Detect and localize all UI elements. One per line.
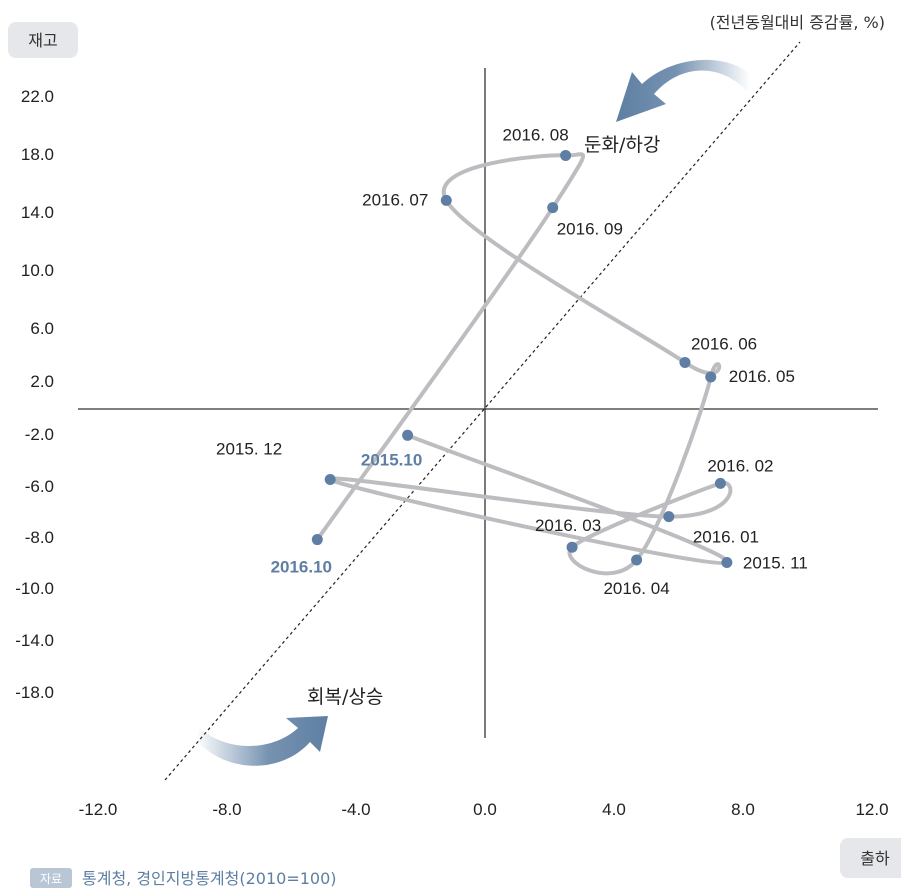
data-point-marker [324, 474, 336, 485]
y-axis-title-box: 재고 [8, 22, 78, 58]
x-tick-label: 4.0 [602, 800, 626, 819]
data-point-label: 2015. 12 [216, 440, 282, 459]
y-tick-label: 14.0 [21, 203, 54, 222]
x-tick-label: -12.0 [79, 800, 118, 819]
x-tick-label: -4.0 [341, 800, 370, 819]
data-point-marker [705, 371, 717, 383]
data-point-marker [714, 477, 726, 489]
source-text: 통계청, 경인지방통계청(2010=100) [82, 869, 337, 888]
data-point-marker [631, 554, 643, 566]
data-point-marker [721, 557, 733, 568]
y-tick-label: -6.0 [25, 477, 54, 496]
data-point-marker [402, 429, 414, 441]
trajectory-line [315, 152, 733, 576]
data-labels: 2015.10 2015. 11 2015. 12 2016. 01 2016. 02 2… [216, 125, 808, 598]
y-tick-label: -10.0 [15, 579, 54, 598]
y-tick-label: -8.0 [25, 528, 54, 547]
data-point-label: 2016. 01 [693, 528, 759, 547]
source: 자료 통계청, 경인지방통계청(2010=100) [30, 868, 337, 888]
y-tick-label: -2.0 [25, 425, 54, 444]
data-point-label: 2015.10 [361, 450, 422, 469]
lower-cycle-arrow-icon [196, 716, 328, 766]
y-tick-label: 6.0 [30, 319, 54, 338]
data-point-label: 2015. 11 [743, 554, 808, 573]
upper-cycle-arrow-icon [616, 59, 750, 122]
data-point-marker [566, 541, 578, 553]
data-point-marker [440, 194, 452, 206]
y-tick-label: 2.0 [30, 372, 54, 391]
data-point-marker [679, 356, 691, 368]
data-point-marker [663, 511, 675, 523]
y-axis-title: 재고 [28, 31, 57, 50]
data-markers [311, 149, 733, 568]
data-point-label: 2016.10 [271, 558, 332, 577]
y-tick-labels: 22.0 18.0 14.0 10.0 6.0 2.0 -2.0 -6.0 -8.0 -10.0 -… [15, 87, 54, 702]
source-tag: 자료 [40, 872, 62, 886]
x-axis-title-box: 출하 [840, 838, 901, 878]
data-point-label: 2016. 06 [691, 334, 757, 353]
diagonal-reference-line [164, 41, 801, 781]
data-point-label: 2016. 05 [729, 367, 795, 386]
y-tick-label: -14.0 [15, 631, 54, 650]
data-point-label: 2016. 02 [707, 456, 773, 475]
data-point-label: 2016. 09 [557, 220, 623, 239]
y-tick-label: -18.0 [15, 683, 54, 702]
x-tick-label: -8.0 [212, 800, 241, 819]
x-tick-label: 0.0 [473, 800, 497, 819]
y-tick-label: 10.0 [21, 261, 54, 280]
data-point-label: 2016. 03 [535, 516, 601, 535]
data-point-marker [547, 202, 559, 214]
y-tick-label: 18.0 [21, 145, 54, 164]
unit-note: (전년동월대비 증감률, %) [710, 13, 885, 32]
data-point-label: 2016. 08 [503, 125, 569, 144]
data-point-marker [311, 534, 323, 546]
x-tick-labels: -12.0 -8.0 -4.0 0.0 4.0 8.0 12.0 [79, 800, 889, 819]
x-axis-title: 출하 [860, 849, 890, 868]
data-point-label: 2016. 04 [603, 579, 669, 598]
data-point-label: 2016. 07 [362, 190, 428, 209]
annotation-upper: 둔화/하강 [584, 134, 660, 156]
y-tick-label: 22.0 [21, 87, 54, 106]
x-tick-label: 12.0 [855, 800, 888, 819]
data-point-marker [560, 149, 572, 161]
source-tag-box [30, 868, 72, 888]
annotation-lower: 회복/상승 [307, 686, 383, 708]
x-tick-label: 8.0 [731, 800, 755, 819]
